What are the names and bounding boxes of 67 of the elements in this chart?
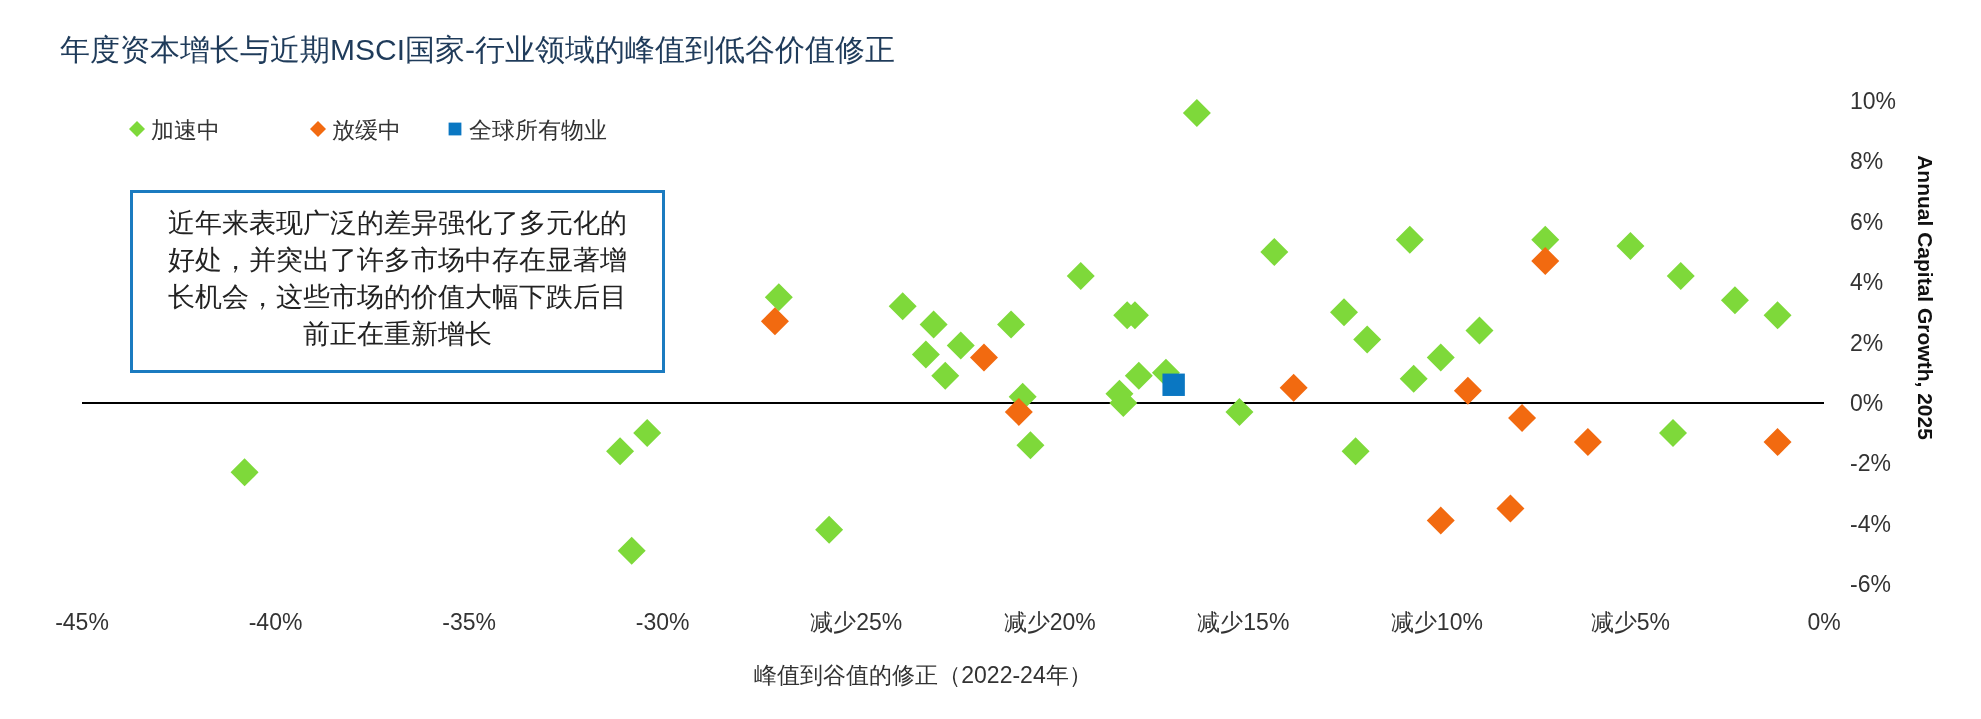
point xyxy=(911,340,940,369)
point xyxy=(969,343,998,372)
x-tick-label: 减少5% xyxy=(1590,609,1671,635)
legend-label: 加速中 xyxy=(151,117,220,143)
point xyxy=(1329,298,1358,327)
y-tick-label: 0% xyxy=(1850,389,1884,416)
point xyxy=(1279,373,1308,402)
point xyxy=(1341,437,1370,466)
point xyxy=(1395,225,1424,254)
point xyxy=(1426,506,1455,535)
x-tick-label: -40% xyxy=(248,609,303,635)
point xyxy=(1531,246,1560,275)
y-tick-label: 2% xyxy=(1850,329,1884,356)
point xyxy=(1016,431,1045,460)
point xyxy=(931,361,960,390)
point xyxy=(1353,325,1382,354)
x-tick-label: 减少20% xyxy=(1003,609,1096,635)
y-tick-label: 8% xyxy=(1850,148,1884,175)
y-axis-title: Annual Capital Growth, 2025 xyxy=(1914,155,1937,441)
legend-label: 全球所有物业 xyxy=(469,117,607,143)
legend-label: 放缓中 xyxy=(332,117,401,143)
point xyxy=(1260,237,1289,266)
point xyxy=(1720,286,1749,315)
point xyxy=(946,331,975,360)
point xyxy=(764,283,793,312)
point xyxy=(1616,231,1645,260)
y-tick-label: 4% xyxy=(1850,269,1884,296)
point xyxy=(633,419,662,448)
y-tick-label: 6% xyxy=(1850,208,1884,235)
point xyxy=(815,515,844,544)
point xyxy=(1659,419,1688,448)
chart-title: 年度资本增长与近期MSCI国家-行业领域的峰值到低谷价值修正 xyxy=(60,33,895,66)
point xyxy=(1465,316,1494,345)
point xyxy=(997,310,1026,339)
point xyxy=(606,437,635,466)
point xyxy=(1508,403,1537,432)
point xyxy=(760,307,789,336)
point xyxy=(1763,301,1792,330)
point xyxy=(230,458,259,487)
x-tick-label: 减少10% xyxy=(1390,609,1483,635)
point xyxy=(1182,99,1211,128)
point xyxy=(1066,262,1095,291)
point xyxy=(1666,262,1695,291)
point xyxy=(1496,494,1525,523)
point xyxy=(1453,376,1482,405)
point xyxy=(1004,397,1033,426)
x-tick-label: -45% xyxy=(55,609,109,635)
point xyxy=(1573,428,1602,457)
note-box: 近年来表现广泛的差异强化了多元化的好处，并突出了许多市场中存在显著增长机会，这些市场的价值大幅下跌后目前正在重新增长 xyxy=(130,190,665,373)
point xyxy=(888,292,917,321)
y-tick-label: -2% xyxy=(1850,450,1891,477)
y-tick-label: -6% xyxy=(1850,571,1891,597)
x-tick-label: 0% xyxy=(1807,609,1841,635)
y-tick-label: 10% xyxy=(1850,88,1897,114)
point xyxy=(617,536,646,565)
x-tick-label: 减少25% xyxy=(810,609,903,635)
point xyxy=(1225,397,1254,426)
y-tick-label: -4% xyxy=(1850,510,1891,537)
x-tick-label: -30% xyxy=(635,609,690,635)
x-tick-label: 减少15% xyxy=(1197,609,1290,635)
x-tick-label: -35% xyxy=(442,609,496,635)
point xyxy=(1124,361,1153,390)
point xyxy=(1399,364,1428,393)
point xyxy=(919,310,948,339)
x-axis-title: 峰值到谷值的修正（2022-24年） xyxy=(754,662,1092,688)
point xyxy=(1763,428,1792,457)
point xyxy=(1426,343,1455,372)
